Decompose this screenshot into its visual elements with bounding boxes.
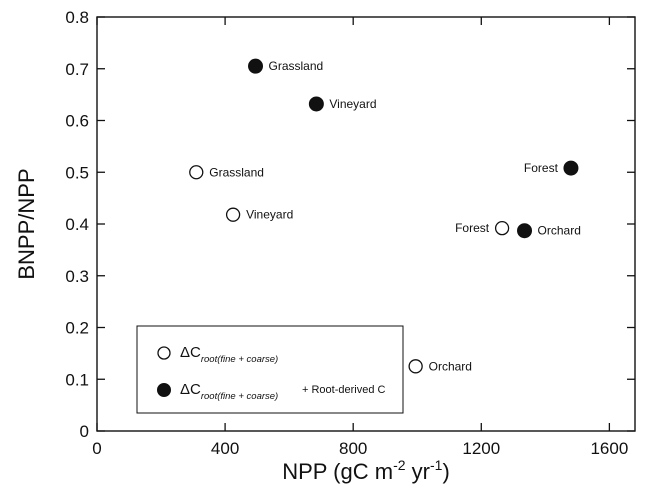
point-label: Grassland xyxy=(269,59,324,73)
data-points: Grassland Vineyard Forest Orchard Grassland V… xyxy=(189,58,581,374)
x-axis-title-end: ) xyxy=(442,459,449,484)
y-tick-label: 0.3 xyxy=(65,267,89,286)
x-axis-title-sup1: -2 xyxy=(393,457,406,473)
x-tick-label: 1200 xyxy=(462,439,500,458)
x-tick-label: 0 xyxy=(92,439,101,458)
point-label: Orchard xyxy=(538,224,581,238)
point-label: Forest xyxy=(455,221,490,235)
y-tick-label: 0.5 xyxy=(65,163,89,182)
tick-labels: 0 400 800 1200 1600 0 0.1 0.2 0.3 0.4 0.5 0.6 0.7 0.8 xyxy=(65,8,628,458)
open-point xyxy=(189,165,204,180)
legend-filled-marker xyxy=(157,383,171,397)
legend: ΔCroot(fine + coarse) ΔCroot(fine + coar… xyxy=(136,325,404,414)
y-tick-label: 0.1 xyxy=(65,370,89,389)
legend-filled-label: ΔCroot(fine + coarse) xyxy=(180,381,278,402)
open-point xyxy=(225,207,241,222)
open-point xyxy=(408,359,423,374)
x-axis-title-base: NPP (gC m xyxy=(282,459,393,484)
filled-point xyxy=(563,160,579,176)
filled-point xyxy=(517,223,533,239)
point-label: Forest xyxy=(524,161,559,175)
point-label: Vineyard xyxy=(246,208,293,222)
y-tick-label: 0.6 xyxy=(65,112,89,131)
legend-open-label: ΔCroot(fine + coarse) xyxy=(180,344,278,365)
y-tick-label: 0.2 xyxy=(65,319,89,338)
y-axis-title: BNPP/NPP xyxy=(14,168,39,279)
x-tick-label: 1600 xyxy=(590,439,628,458)
filled-point xyxy=(308,96,324,112)
y-tick-label: 0.8 xyxy=(65,8,89,27)
x-tick-label: 400 xyxy=(211,439,239,458)
legend-box xyxy=(136,325,404,414)
axis-ticks xyxy=(96,16,635,432)
y-tick-label: 0 xyxy=(80,422,89,441)
point-label: Vineyard xyxy=(329,97,376,111)
y-tick-label: 0.4 xyxy=(65,215,89,234)
x-axis-title-sup2: -1 xyxy=(430,457,443,473)
point-label: Orchard xyxy=(429,359,472,373)
y-tick-label: 0.7 xyxy=(65,60,89,79)
legend-filled-extra: + Root-derived C xyxy=(302,384,386,396)
x-axis-title-mid: yr xyxy=(406,459,430,484)
x-axis-title: NPP (gC m-2 yr-1) xyxy=(282,457,450,484)
open-point xyxy=(494,220,510,236)
filled-point xyxy=(248,58,264,74)
legend-open-marker xyxy=(157,346,171,360)
x-tick-label: 800 xyxy=(339,439,367,458)
point-label: Grassland xyxy=(209,165,264,179)
